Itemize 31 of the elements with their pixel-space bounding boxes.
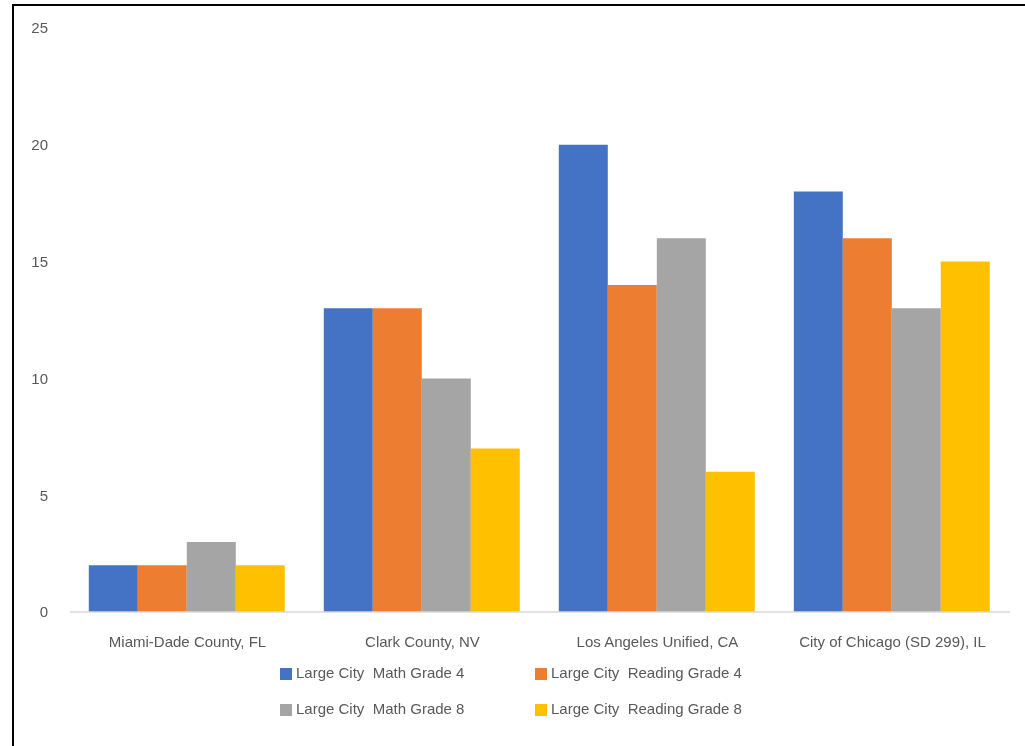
y-tick-label: 10 [31,369,48,387]
bar [88,565,138,612]
legend-label: Large City Reading Grade 8 [551,700,742,717]
bar [842,238,892,612]
bar [607,284,657,612]
bar [705,471,755,612]
bar [470,448,520,612]
legend-label: Large City Math Grade 4 [296,664,465,681]
bar [372,308,422,612]
y-tick-label: 15 [31,252,48,270]
bar [323,308,373,612]
y-tick-label: 5 [39,486,48,504]
bar [891,308,941,612]
x-tick-label: Los Angeles Unified, CA [576,632,739,650]
bar [235,565,285,612]
bar [656,238,706,612]
x-tick-label: Clark County, NV [365,632,480,650]
x-tick-label: City of Chicago (SD 299), IL [799,632,986,650]
y-tick-label: 0 [39,603,48,621]
bar [186,541,236,612]
y-tick-label: 25 [31,19,48,37]
legend-label: Large City Math Grade 8 [296,700,465,717]
frame: Large City Math Grade 4 Large City Reading Grade 4 Large City Math Grade 8 Large City Reading Grade 8 Miami-Dade County, FL Clark County, NV Los Angeles Unified, CA City of Chicago (SD 299), IL 0 5 10 15 20 25 [12,4,1025,746]
y-tick-label: 20 [31,136,48,154]
legend-label: Large City Reading Grade 4 [551,664,742,681]
bar [558,144,608,612]
bar [940,261,990,612]
bar [421,378,471,612]
bar [137,565,187,612]
bar [793,191,843,612]
x-tick-label: Miami-Dade County, FL [108,632,267,650]
